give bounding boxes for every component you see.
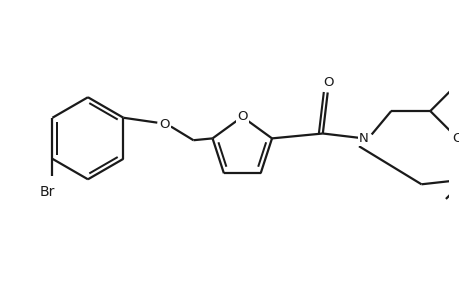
Text: N: N bbox=[358, 132, 368, 145]
Text: O: O bbox=[451, 132, 459, 145]
Text: O: O bbox=[236, 110, 247, 123]
Text: Br: Br bbox=[40, 185, 55, 199]
Text: O: O bbox=[323, 76, 333, 89]
Text: O: O bbox=[158, 118, 169, 131]
